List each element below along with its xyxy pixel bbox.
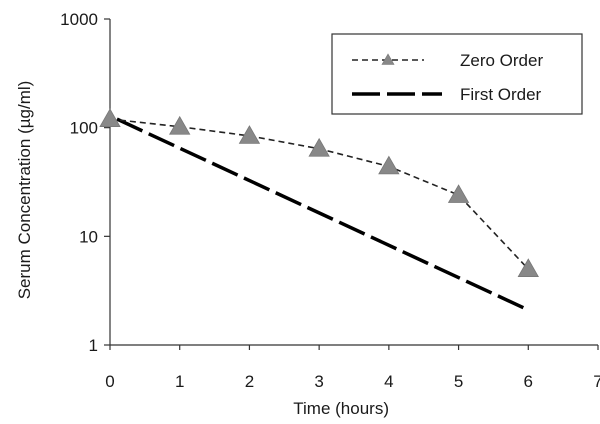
x-tick-label: 6 [524, 372, 533, 391]
x-tick-label: 3 [314, 372, 323, 391]
y-tick-label: 100 [70, 119, 98, 138]
zero-order-point [238, 125, 261, 144]
legend-label-first-order: First Order [460, 85, 542, 104]
series-layer [99, 108, 539, 312]
x-tick-label: 0 [105, 372, 114, 391]
y-tick-label: 1 [89, 336, 98, 355]
y-tick-label: 1000 [60, 10, 98, 29]
legend-box [331, 33, 583, 115]
legend-marker-zero-order [381, 53, 395, 65]
x-tick-label: 7 [593, 372, 600, 391]
y-axis-title: Serum Concentration (µg/ml) [15, 81, 34, 300]
series-first-order-line [116, 117, 530, 312]
x-tick-label: 4 [384, 372, 393, 391]
x-tick-label: 2 [245, 372, 254, 391]
x-axis-title: Time (hours) [293, 399, 389, 418]
zero-order-point [308, 137, 330, 157]
y-tick-label: 10 [79, 227, 98, 246]
zero-order-point [378, 155, 400, 175]
zero-order-point [99, 108, 121, 127]
legend: Zero Order First Order [331, 33, 583, 115]
zero-order-point [517, 258, 539, 277]
x-tick-label: 5 [454, 372, 463, 391]
legend-label-zero-order: Zero Order [460, 51, 543, 70]
x-tick-label: 1 [175, 372, 184, 391]
zero-order-point [169, 115, 191, 135]
zero-order-point [447, 184, 470, 203]
